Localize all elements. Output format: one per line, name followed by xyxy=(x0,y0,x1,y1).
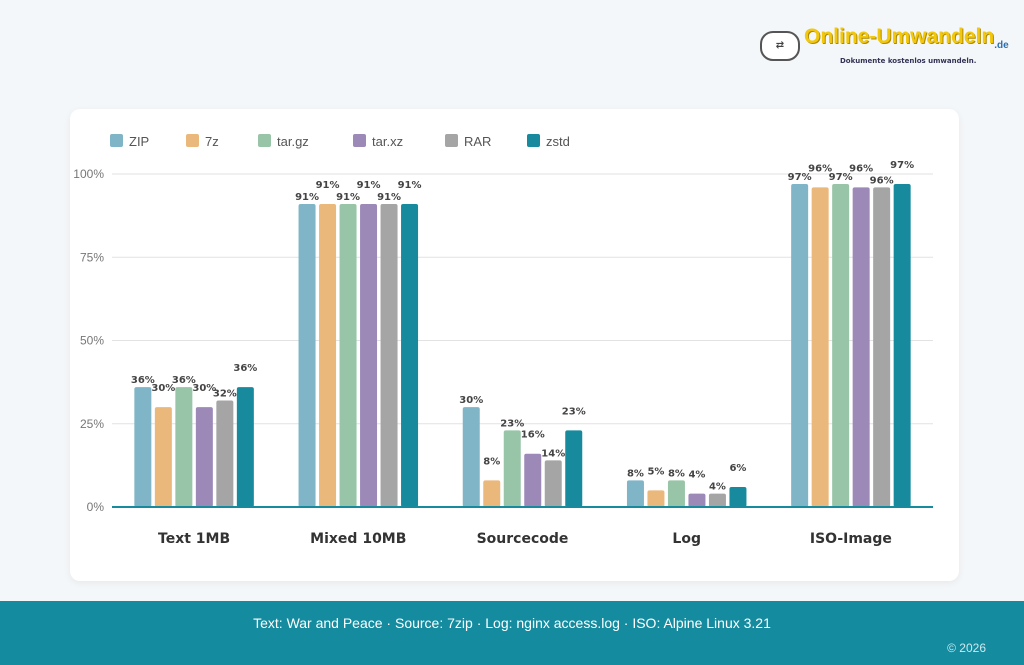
bar xyxy=(626,480,644,507)
x-tick-label: Log xyxy=(672,531,701,547)
data-label: 96% xyxy=(849,163,873,174)
data-label: 97% xyxy=(890,160,914,171)
bar xyxy=(811,187,829,507)
data-label: 30% xyxy=(192,383,216,394)
data-label: 23% xyxy=(500,418,524,429)
bar xyxy=(339,203,357,507)
data-label: 91% xyxy=(357,180,381,191)
data-label: 6% xyxy=(729,463,746,474)
data-label: 97% xyxy=(788,172,812,183)
bar xyxy=(565,430,583,507)
data-label: 36% xyxy=(131,375,155,386)
bar xyxy=(647,490,665,507)
data-label: 32% xyxy=(213,388,237,399)
data-label: 36% xyxy=(233,363,257,374)
bar xyxy=(729,487,747,507)
legend-label[interactable]: RAR xyxy=(464,134,491,149)
logo-name: Online-Umwandeln.de xyxy=(804,25,1009,52)
bar xyxy=(360,203,378,507)
data-label: 8% xyxy=(668,468,685,479)
bar xyxy=(134,387,152,507)
copyright: © 2026 xyxy=(947,641,986,655)
x-tick-label: ISO-Image xyxy=(810,531,892,547)
bar xyxy=(154,407,172,507)
logo-tagline: Dokumente kostenlos umwandeln. xyxy=(840,57,977,66)
bar xyxy=(401,203,419,507)
bar-chart: ZIP 7z tar.gz tar.xz RAR zstd 0% 25% 50% 75% 100% 3… xyxy=(73,134,933,547)
data-label: 16% xyxy=(521,430,545,441)
data-label: 23% xyxy=(562,406,586,417)
data-label: 91% xyxy=(398,180,422,191)
chart-card: ZIP 7z tar.gz tar.xz RAR zstd 0% 25% 50% 75% 100% 3… xyxy=(70,109,959,581)
y-tick-label: 50% xyxy=(80,334,104,348)
data-label: 97% xyxy=(829,172,853,183)
bar xyxy=(708,493,726,507)
logo-icon: ⇄ xyxy=(760,30,800,61)
y-tick-label: 0% xyxy=(87,500,105,514)
data-label: 5% xyxy=(647,466,664,477)
bar xyxy=(544,460,562,507)
bar xyxy=(893,183,911,507)
footer: Text: War and Peace · Source: 7zip · Log… xyxy=(0,601,1024,665)
bar xyxy=(298,203,316,507)
logo[interactable]: ⇄ Online-Umwandeln.de Dokumente kostenlo… xyxy=(760,26,1009,65)
footer-note: Text: War and Peace · Source: 7zip · Log… xyxy=(253,615,771,631)
bar xyxy=(503,430,521,507)
bar xyxy=(195,407,213,507)
bar xyxy=(483,480,501,507)
legend-swatch xyxy=(445,134,458,147)
legend-label[interactable]: ZIP xyxy=(129,134,149,149)
data-label: 91% xyxy=(316,180,340,191)
bar xyxy=(175,387,193,507)
bar xyxy=(524,453,542,507)
data-label: 91% xyxy=(377,192,401,203)
data-label: 96% xyxy=(808,163,832,174)
legend-swatch xyxy=(527,134,540,147)
bar xyxy=(852,187,870,507)
bar xyxy=(667,480,685,507)
y-tick-label: 75% xyxy=(80,250,104,264)
bar xyxy=(688,493,706,507)
bar xyxy=(873,187,891,507)
bar xyxy=(791,183,809,507)
data-label: 91% xyxy=(336,192,360,203)
legend-label[interactable]: tar.xz xyxy=(372,134,403,149)
legend-label[interactable]: 7z xyxy=(205,134,219,149)
x-tick-label: Text 1MB xyxy=(158,531,230,547)
data-label: 4% xyxy=(709,482,726,493)
data-label: 96% xyxy=(870,175,894,186)
bar xyxy=(216,400,234,507)
data-label: 4% xyxy=(688,470,705,481)
x-tick-label: Sourcecode xyxy=(477,531,569,547)
y-tick-label: 100% xyxy=(73,167,104,181)
x-tick-label: Mixed 10MB xyxy=(310,531,406,547)
legend-swatch xyxy=(186,134,199,147)
data-label: 8% xyxy=(627,468,644,479)
y-tick-label: 25% xyxy=(80,417,104,431)
data-label: 91% xyxy=(295,192,319,203)
data-label: 8% xyxy=(483,456,500,467)
bar xyxy=(462,407,480,507)
legend-swatch xyxy=(353,134,366,147)
data-label: 30% xyxy=(151,383,175,394)
data-label: 36% xyxy=(172,375,196,386)
legend-label[interactable]: zstd xyxy=(546,134,570,149)
bar xyxy=(236,387,254,507)
legend-swatch xyxy=(258,134,271,147)
bar xyxy=(380,203,398,507)
data-label: 14% xyxy=(541,448,565,459)
legend-label[interactable]: tar.gz xyxy=(277,134,309,149)
data-label: 30% xyxy=(459,395,483,406)
bar xyxy=(319,203,337,507)
legend-swatch xyxy=(110,134,123,147)
bar xyxy=(832,183,850,507)
